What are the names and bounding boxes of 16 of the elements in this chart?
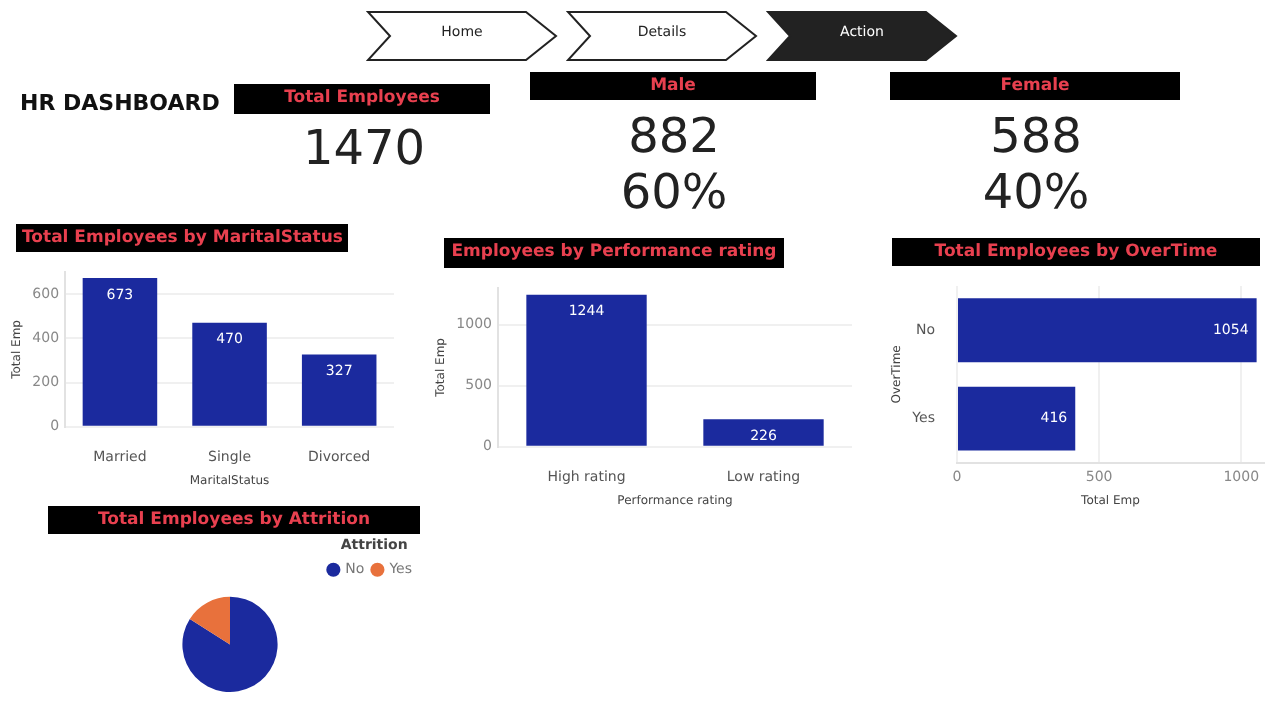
chart-title: Employees by Performance rating bbox=[444, 238, 784, 268]
bar bbox=[192, 322, 267, 426]
text: Male bbox=[530, 72, 816, 100]
text: 882 bbox=[626, 108, 722, 164]
text: HR DASHBOARD bbox=[20, 90, 220, 116]
text: Total Employees bbox=[234, 84, 490, 114]
text: Female bbox=[890, 72, 1180, 100]
bar bbox=[301, 354, 377, 426]
text: 60% bbox=[618, 164, 730, 220]
bar bbox=[82, 277, 158, 426]
chart-title: Total Employees by OverTime bbox=[892, 238, 1260, 266]
text: 588 bbox=[988, 108, 1084, 164]
text: 1470 bbox=[300, 120, 428, 176]
chart-title: Total Employees by MaritalStatus bbox=[16, 224, 349, 252]
chart-title: Total Employees by Attrition bbox=[48, 506, 420, 534]
text: 40% bbox=[980, 164, 1092, 220]
